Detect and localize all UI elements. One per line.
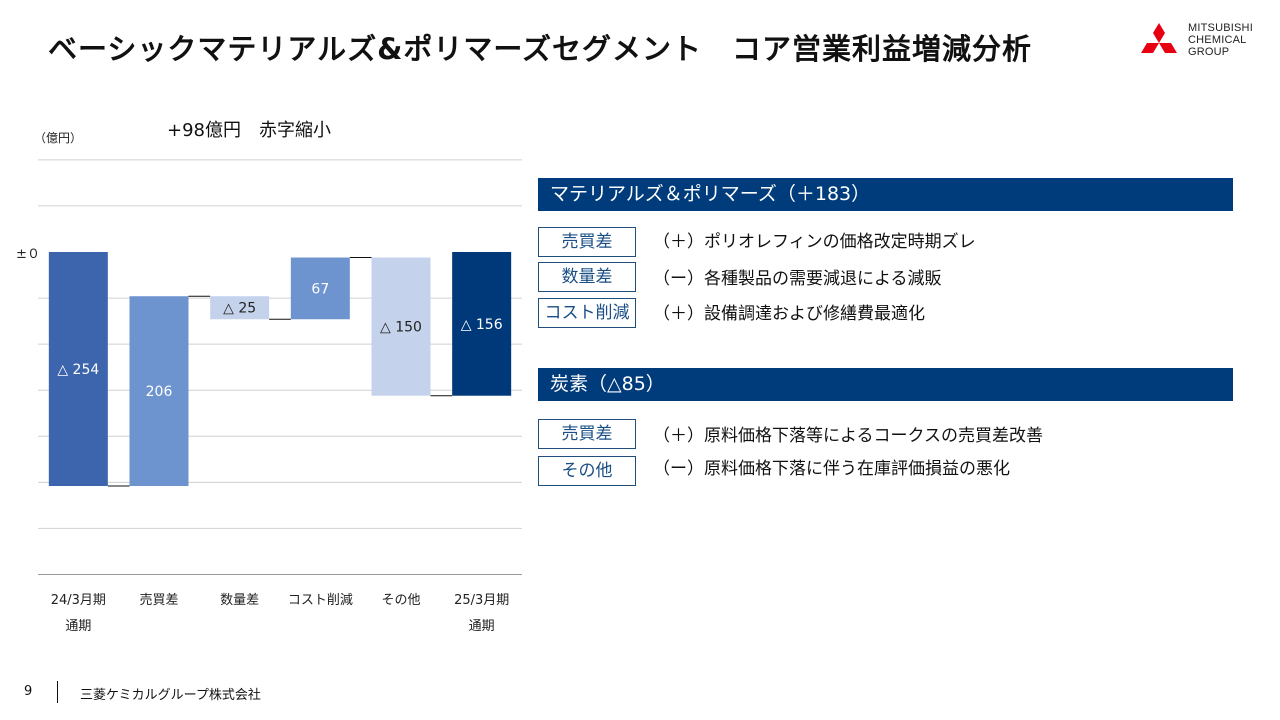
logo-wordmark: MITSUBISHI CHEMICAL GROUP	[1188, 22, 1253, 58]
tag-carbon-price-difference: 売買差	[538, 419, 636, 449]
bar-value-label: 206	[146, 384, 173, 400]
waterfall-bar	[452, 252, 512, 396]
chart-headline: +98億円 赤字縮小	[167, 120, 331, 141]
company-logo: MITSUBISHI CHEMICAL GROUP	[1136, 18, 1253, 68]
desc-carbon-price-difference: （＋）原料価格下落等によるコークスの売買差改善	[653, 426, 1043, 446]
waterfall-bar	[290, 257, 350, 320]
category-label: その他	[381, 593, 420, 608]
bar-value-label: 67	[311, 281, 329, 297]
page-title: ベーシックマテリアルズ&ポリマーズセグメント コア営業利益増減分析	[48, 32, 1032, 66]
waterfall-bar	[48, 252, 108, 487]
tag-price-difference: 売買差	[538, 227, 636, 257]
category-label: 売買差	[139, 592, 178, 608]
y-unit-label: （億円）	[34, 131, 82, 145]
desc-cost-reduction: （＋）設備調達および修繕費最適化	[653, 304, 925, 324]
section-header-materials-polymers: マテリアルズ＆ポリマーズ（＋183）	[538, 178, 1233, 211]
waterfall-bar	[371, 257, 431, 396]
section-header-carbon: 炭素（△85）	[538, 368, 1233, 401]
company-name: 三菱ケミカルグループ株式会社	[80, 688, 261, 703]
category-label-line2: 通期	[469, 619, 495, 634]
category-label: 数量差	[220, 593, 259, 608]
page-number: 9	[24, 684, 33, 699]
tag-carbon-other: その他	[538, 456, 636, 486]
zero-tick-label: ±０	[16, 247, 40, 262]
desc-volume-difference: （ー）各種製品の需要減退による減販	[653, 269, 942, 289]
category-label: コスト削減	[288, 592, 353, 608]
category-label-line2: 通期	[65, 619, 91, 634]
category-label: 25/3月期	[454, 593, 509, 608]
footer-divider	[57, 681, 58, 703]
desc-price-difference: （＋）ポリオレフィンの価格改定時期ズレ	[653, 232, 976, 252]
waterfall-bar	[129, 296, 189, 487]
desc-carbon-other: （ー）原料価格下落に伴う在庫評価損益の悪化	[653, 459, 1010, 479]
waterfall-bar	[210, 296, 270, 320]
bar-value-label: △ 254	[57, 362, 99, 378]
bar-value-label: △ 25	[223, 301, 256, 317]
tag-volume-difference: 数量差	[538, 262, 636, 292]
category-label: 24/3月期	[51, 593, 106, 608]
tag-cost-reduction: コスト削減	[538, 298, 636, 328]
bar-value-label: △ 150	[380, 320, 422, 336]
three-diamonds-icon	[1141, 23, 1177, 53]
bar-value-label: △ 156	[461, 317, 503, 333]
